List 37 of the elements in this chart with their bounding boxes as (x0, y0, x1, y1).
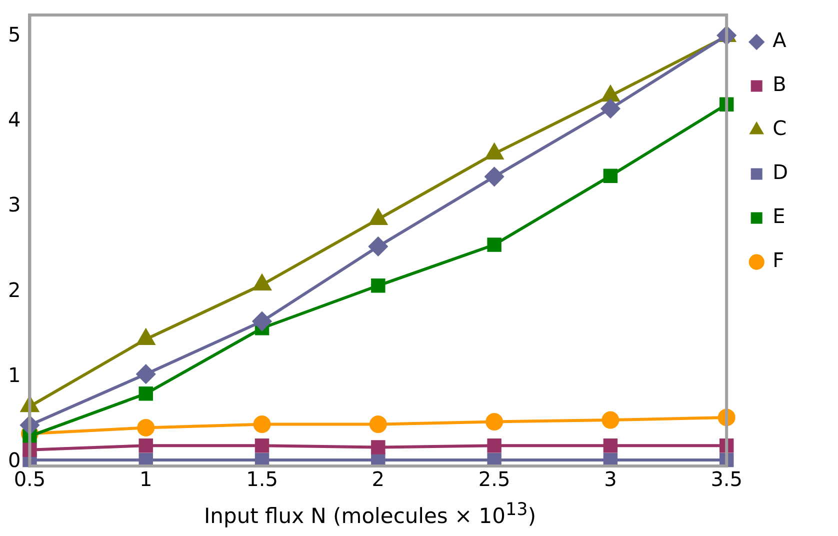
point (484, 166, 504, 186)
legend-label: F (772, 248, 784, 272)
x-tick-label: 3.5 (710, 467, 743, 492)
point (486, 413, 504, 430)
point (603, 168, 618, 183)
x-tick-label: 3 (604, 467, 617, 492)
y-tick-label: 4 (8, 108, 21, 132)
point (252, 312, 272, 332)
point (602, 411, 620, 429)
legend-label: C (772, 116, 787, 140)
y-tick-label: 1 (8, 362, 21, 387)
point (487, 238, 502, 252)
point (369, 416, 387, 434)
point (487, 438, 502, 453)
legend-label: A (772, 28, 787, 52)
legend-label: E (772, 204, 786, 228)
point (371, 278, 386, 293)
legend-label: B (772, 72, 786, 96)
x-tick-label: 2 (372, 467, 385, 492)
x-tick-label: 2.5 (478, 467, 510, 492)
y-tick-label: 2 (8, 278, 21, 302)
point (371, 440, 386, 454)
x-tick-label: 1.5 (246, 467, 278, 492)
y-tick-label: 3 (8, 192, 21, 217)
point (136, 364, 156, 384)
point (137, 418, 155, 436)
point (253, 416, 271, 434)
point (603, 438, 618, 453)
legend-label: D (772, 160, 788, 184)
x-tick-label: 1 (140, 467, 152, 492)
point (254, 438, 270, 453)
point (138, 386, 153, 401)
point (368, 236, 388, 256)
point (138, 438, 153, 453)
y-tick-label: 5 (8, 22, 21, 46)
x-axis-title: Input flux N (molecules × 10$^{13}$) (202, 500, 538, 528)
point (600, 98, 620, 118)
